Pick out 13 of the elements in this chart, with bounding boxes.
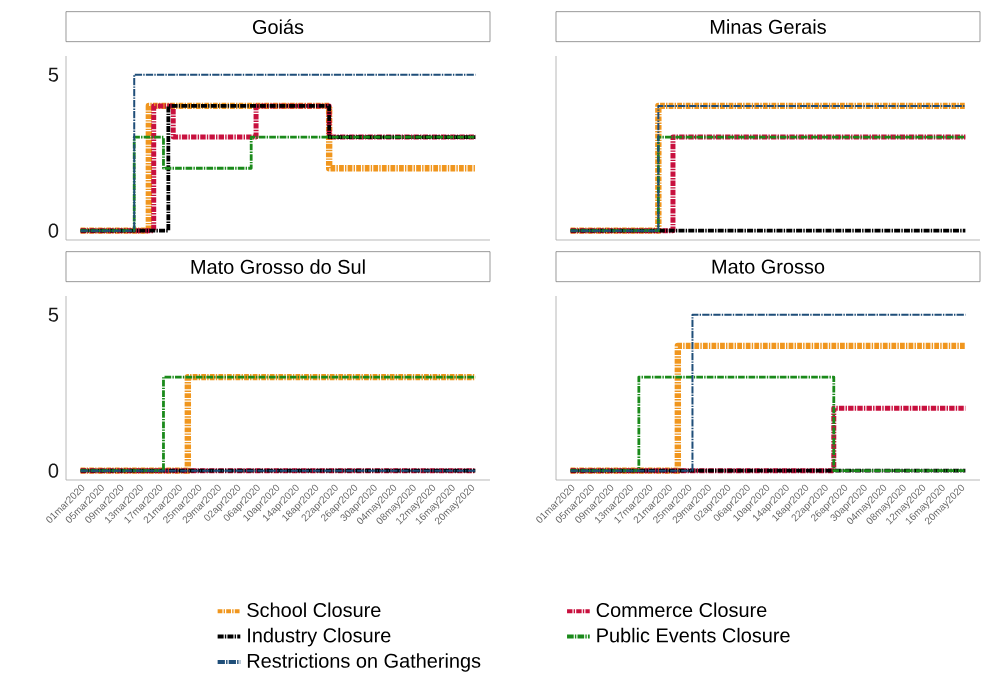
chart-title: Mato Grosso do Sul	[191, 259, 365, 274]
y-tick-label: 5	[48, 307, 59, 322]
legend-label: Industry Closure	[248, 627, 391, 647]
legend-label: School Closure	[247, 602, 381, 618]
chart-title: Mato Grosso	[712, 259, 825, 274]
chart-title: Minas Gerais	[710, 19, 826, 34]
chart-title: Goiás	[252, 19, 304, 35]
legend-label: Restrictions on Gatherings	[247, 653, 481, 672]
legend-label: Commerce Closure	[596, 602, 767, 618]
y-tick-label: 0	[48, 463, 59, 478]
y-tick-label: 5	[48, 67, 59, 82]
legend-label: Public Events Closure	[597, 627, 790, 643]
y-tick-label: 0	[48, 223, 59, 238]
